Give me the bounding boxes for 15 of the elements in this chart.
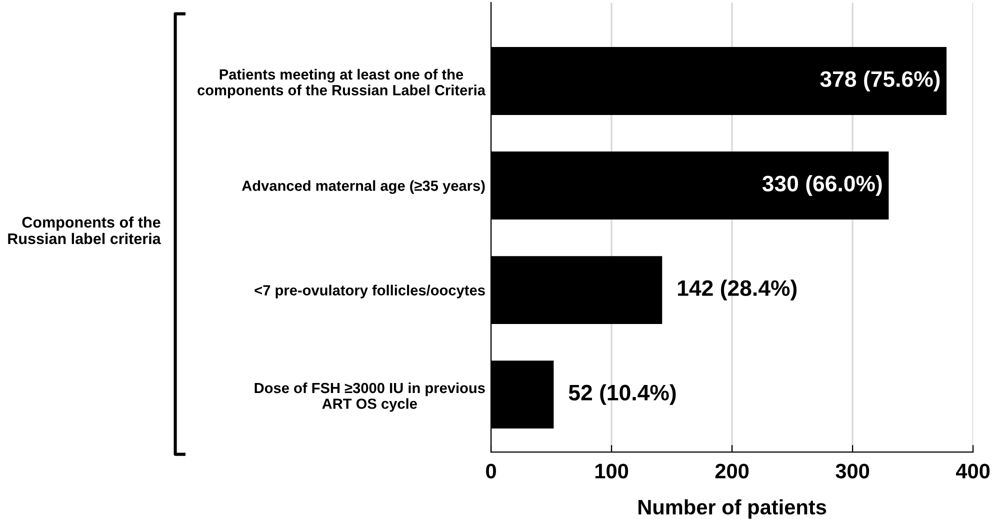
x-tick-label: 200 [715, 464, 749, 478]
y-axis-title: Components of the Russian label criteria [8, 216, 161, 244]
data-label: 330 (66.0%) [762, 175, 882, 196]
data-label: 142 (28.4%) [678, 280, 797, 300]
x-axis-title: Number of patients [638, 499, 826, 519]
x-tick-label: 100 [595, 464, 628, 478]
y-tick-label: Patients meeting at least one of the components of the Russian Label Criteria [198, 68, 486, 98]
data-label: 52 (10.4%) [568, 384, 676, 405]
x-tick-label: 400 [956, 464, 990, 478]
y-tick-label: <7 pre-ovulatory follicles/oocytes [254, 284, 485, 298]
data-label: 378 (75.6%) [820, 70, 940, 92]
y-tick-label: Advanced maternal age (≥35 years) [242, 180, 485, 194]
x-tick-label: 0 [486, 464, 496, 478]
x-tick-label: 300 [836, 464, 870, 478]
y-tick-label: Dose of FSH ≥3000 IU in previous ART OS cycle [254, 382, 485, 412]
